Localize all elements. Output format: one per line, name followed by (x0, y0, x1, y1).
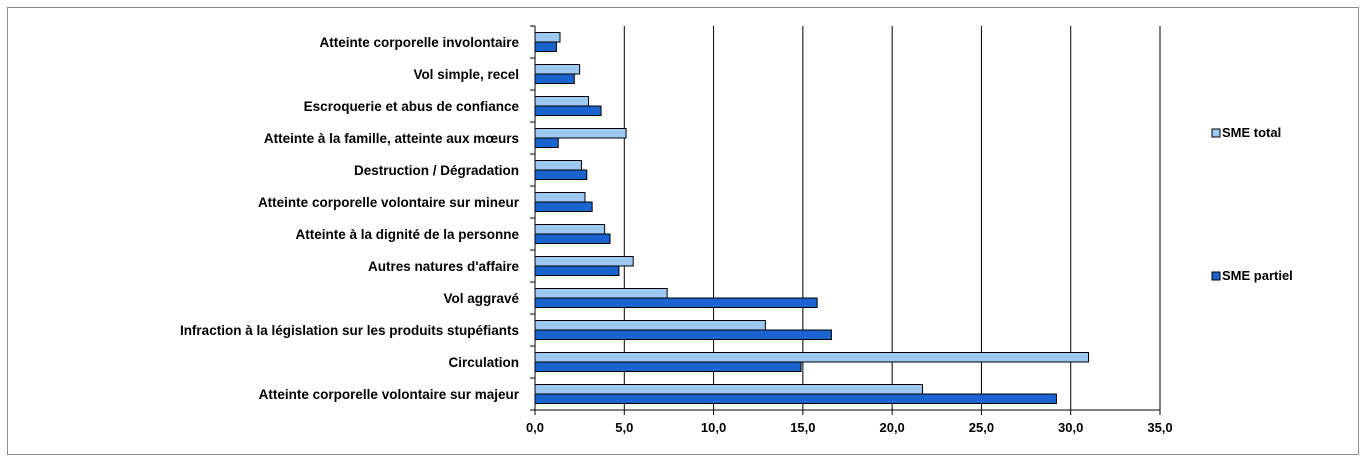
bar-sme-total (534, 320, 766, 331)
category-label: Atteinte à la dignité de la personne (295, 227, 519, 242)
bar-sme-total (534, 384, 923, 395)
bar-sme-total (534, 64, 581, 75)
x-tick-label: 0,0 (526, 420, 544, 435)
bar-sme-partiel (534, 169, 588, 180)
bar-sme-total (534, 32, 561, 43)
tick-labels: 0,0 5,0 10,0 15,0 20,0 25,0 30,0 35,0 (526, 420, 1173, 435)
legend-swatch (1211, 271, 1221, 281)
category-label: Circulation (448, 355, 519, 370)
bars (534, 32, 1090, 404)
bar-sme-partiel (534, 265, 620, 276)
bar-sme-total (534, 192, 586, 203)
legend-swatch (1211, 128, 1221, 138)
bar-sme-partiel (534, 297, 818, 308)
legend-label: SME partiel (1222, 268, 1293, 283)
bar-sme-partiel (534, 73, 575, 84)
bar-sme-total (534, 352, 1090, 363)
bar-sme-total (534, 160, 582, 171)
legend-label: SME total (1222, 125, 1281, 140)
x-tick-label: 20,0 (879, 420, 904, 435)
bar-sme-partiel (534, 393, 1057, 404)
category-label: Destruction / Dégradation (354, 163, 519, 178)
chart-frame (7, 7, 1359, 455)
legend: SME total SME partiel (1211, 125, 1293, 283)
x-tick-label: 5,0 (615, 420, 633, 435)
x-tick-label: 10,0 (701, 420, 726, 435)
bar-sme-total (534, 256, 634, 267)
gridlines (623, 26, 1161, 410)
category-label: Vol simple, recel (413, 67, 519, 82)
bar-sme-partiel (534, 201, 593, 212)
category-label: Escroquerie et abus de confiance (304, 99, 520, 114)
x-tick-label: 35,0 (1147, 420, 1172, 435)
category-label: Atteinte corporelle volontaire sur mineu… (258, 195, 520, 210)
x-tick-label: 30,0 (1058, 420, 1083, 435)
bar-sme-total (534, 224, 606, 235)
category-label: Vol aggravé (443, 291, 519, 306)
bar-sme-partiel (534, 361, 802, 372)
bar-sme-total (534, 288, 668, 299)
bar-sme-partiel (534, 105, 602, 116)
bar-sme-total (534, 128, 627, 139)
x-tick-label: 25,0 (969, 420, 994, 435)
bar-sme-partiel (534, 41, 557, 52)
bar-sme-total (534, 96, 590, 107)
x-tick-label: 15,0 (790, 420, 815, 435)
category-label: Atteinte corporelle volontaire sur majeu… (259, 387, 520, 402)
category-labels: Atteinte corporelle involontaire Vol simp… (180, 35, 520, 402)
category-label: Atteinte corporelle involontaire (319, 35, 519, 50)
category-label: Autres natures d'affaire (368, 259, 519, 274)
bar-sme-partiel (534, 137, 559, 148)
bar-sme-partiel (534, 233, 611, 244)
bar-sme-partiel (534, 329, 832, 340)
category-label: Infraction à la législation sur les prod… (180, 323, 519, 338)
axes (530, 25, 1161, 415)
category-label: Atteinte à la famille, atteinte aux mœur… (264, 131, 519, 146)
